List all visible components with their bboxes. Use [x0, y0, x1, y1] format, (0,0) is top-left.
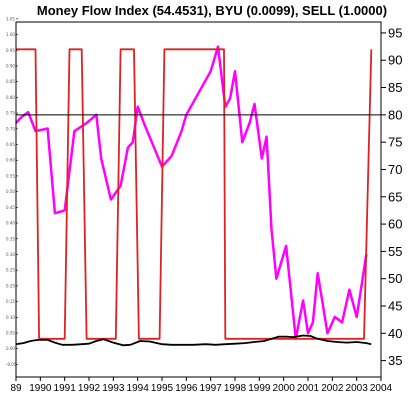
- plot-frame: [15, 21, 382, 378]
- series-line-2: [15, 334, 372, 347]
- right-axis-tick-label: 55: [388, 244, 402, 259]
- x-axis-tick-label: 2003: [346, 383, 369, 394]
- x-axis-tick-label: 1993: [102, 383, 125, 394]
- left-axis-tick-label: 1.05: [6, 16, 15, 21]
- x-axis-tick-label: 1994: [127, 383, 150, 394]
- x-axis-tick-label: 1998: [224, 383, 247, 394]
- right-axis-tick-label: 70: [388, 162, 402, 177]
- left-axis-tick-label: 0.40: [6, 221, 15, 226]
- x-axis-tick-label: 1999: [248, 383, 271, 394]
- x-axis-tick-label: 1991: [54, 383, 77, 394]
- left-axis-tick-label: 0.95: [6, 48, 15, 53]
- left-axis-tick-label: -0.05: [6, 362, 17, 367]
- left-axis-tick-label: 0.20: [6, 283, 15, 288]
- x-axis-tick-label: 1996: [175, 383, 198, 394]
- x-axis-tick-label: 1990: [29, 383, 52, 394]
- chart-title: Money Flow Index (54.4531), BYU (0.0099)…: [37, 3, 387, 18]
- left-axis-tick-label: 0.75: [6, 111, 15, 116]
- left-axis-tick-label: 1.00: [6, 32, 15, 37]
- x-axis: 89 1990 1991 1992 1993 1994 1995 1996 1997 1998 19…: [10, 377, 393, 394]
- right-axis-tick-label: 40: [388, 326, 402, 341]
- left-axis-tick-label: 0.55: [6, 173, 15, 178]
- left-axis-tick-label: 0.50: [6, 189, 15, 194]
- right-axis: 35 40 45 50 55 60 65 70 75 80 85 90 95: [381, 25, 402, 368]
- right-axis-tick-label: 75: [388, 135, 402, 150]
- left-axis-tick-label: 0.10: [6, 315, 15, 320]
- left-axis-tick-label: 0.70: [6, 126, 15, 131]
- left-axis-tick-label: 0.35: [6, 236, 15, 241]
- x-axis-tick-label: 1992: [78, 383, 101, 394]
- x-axis-tick-label: 2000: [273, 383, 296, 394]
- x-axis-tick-label: 1997: [200, 383, 223, 394]
- series-line-0: [15, 45, 368, 341]
- right-axis-tick-label: 35: [388, 353, 402, 368]
- right-axis-tick-label: 65: [388, 189, 402, 204]
- series-line-1: [16, 48, 373, 340]
- right-axis-tick-label: 45: [388, 299, 402, 314]
- left-axis-tick-label: 0.05: [6, 331, 15, 336]
- left-axis-tick-label: 0.80: [6, 95, 15, 100]
- x-axis-tick-label: 2004: [370, 383, 393, 394]
- left-axis-tick-label: 0.15: [6, 299, 15, 304]
- right-axis-tick-label: 95: [388, 25, 402, 40]
- left-axis-tick-label: 0.85: [6, 79, 15, 84]
- left-axis-tick-label: 0.30: [6, 252, 15, 257]
- right-axis-tick-label: 85: [388, 80, 402, 95]
- x-axis-tick-label: 2002: [321, 383, 344, 394]
- plot-area: [15, 45, 381, 347]
- left-axis-tick-label: 0.90: [6, 63, 15, 68]
- right-axis-tick-label: 60: [388, 217, 402, 232]
- right-axis-tick-label: 80: [388, 107, 402, 122]
- x-axis-tick-label: 2001: [297, 383, 320, 394]
- x-axis-tick-label: 1995: [151, 383, 174, 394]
- x-axis-tick-label: 89: [10, 383, 22, 394]
- left-axis-tick-label: 0.45: [6, 205, 15, 210]
- left-axis-tick-label: 0.65: [6, 142, 15, 147]
- right-axis-tick-label: 90: [388, 53, 402, 68]
- left-axis-tick-label: 0.00: [6, 346, 15, 351]
- left-axis-tick-label: 0.25: [6, 268, 15, 273]
- left-axis-tick-label: 0.60: [6, 158, 15, 163]
- right-axis-tick-label: 50: [388, 271, 402, 286]
